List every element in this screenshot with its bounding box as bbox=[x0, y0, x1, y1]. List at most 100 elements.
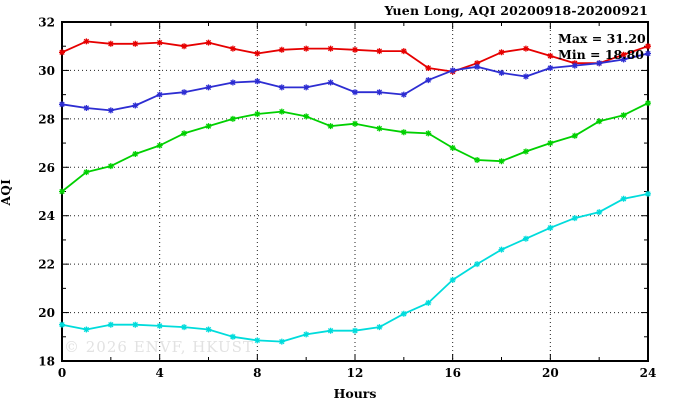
x-tick-label: 16 bbox=[444, 366, 461, 380]
red-line-marker bbox=[645, 43, 651, 50]
red-line-marker bbox=[547, 52, 554, 59]
red-line-marker bbox=[83, 38, 90, 45]
cyan-line bbox=[61, 193, 649, 343]
cyan-line-marker bbox=[352, 327, 358, 334]
blue-line-marker bbox=[132, 102, 139, 109]
x-tick-label: 4 bbox=[155, 366, 163, 380]
green-line-marker bbox=[156, 142, 163, 149]
x-tick-label: 8 bbox=[253, 366, 261, 380]
blue-line-marker bbox=[571, 62, 578, 69]
green-line-marker bbox=[400, 129, 407, 136]
cyan-line-marker bbox=[229, 333, 236, 340]
blue-line-marker bbox=[59, 101, 65, 108]
green-line-marker bbox=[352, 120, 358, 127]
cyan-line-marker bbox=[83, 326, 90, 333]
y-tick-label: 24 bbox=[38, 209, 55, 223]
cyan-line-marker bbox=[571, 215, 578, 222]
green-line-marker bbox=[303, 113, 310, 120]
blue-line-marker bbox=[254, 78, 261, 85]
cyan-line-marker bbox=[425, 299, 432, 306]
blue-line-marker bbox=[205, 84, 212, 91]
blue-line-marker bbox=[327, 79, 334, 86]
green-line-marker bbox=[620, 112, 627, 119]
cyan-line-marker bbox=[449, 276, 456, 283]
y-tick-label: 20 bbox=[38, 306, 55, 320]
watermark: © 2026 ENVF, HKUST bbox=[64, 338, 254, 356]
cyan-line-marker bbox=[327, 327, 334, 334]
cyan-line-marker bbox=[498, 246, 505, 253]
green-line-marker bbox=[474, 157, 481, 163]
y-tick-label: 32 bbox=[38, 16, 55, 30]
red-line-marker bbox=[156, 39, 163, 46]
red-line-marker bbox=[522, 45, 529, 52]
green-line-marker bbox=[107, 163, 114, 170]
y-tick-label: 28 bbox=[38, 112, 55, 126]
green-line-marker bbox=[229, 115, 236, 122]
blue-line-marker bbox=[547, 65, 554, 71]
blue-line-marker bbox=[107, 107, 114, 114]
cyan-line-marker bbox=[181, 324, 188, 331]
cyan-line-marker bbox=[278, 338, 285, 345]
red-line-marker bbox=[107, 40, 114, 47]
green-line-marker bbox=[596, 118, 603, 125]
x-tick-label: 0 bbox=[58, 366, 66, 380]
blue-line-marker bbox=[278, 84, 285, 91]
green-line-marker bbox=[327, 123, 334, 130]
green-line-marker bbox=[498, 158, 505, 165]
green-line-marker bbox=[522, 148, 529, 155]
red-line-marker bbox=[132, 40, 139, 47]
blue-line-marker bbox=[645, 50, 651, 57]
y-axis-title: AQI bbox=[0, 178, 13, 206]
cyan-line-marker bbox=[474, 261, 481, 268]
blue-line-marker bbox=[181, 89, 188, 96]
cyan-line-marker bbox=[596, 209, 603, 216]
cyan-line-marker bbox=[547, 224, 554, 231]
green-line-marker bbox=[59, 188, 65, 195]
x-tick-label: 12 bbox=[347, 366, 364, 380]
blue-line-marker bbox=[596, 60, 603, 67]
red-line-marker bbox=[254, 50, 261, 57]
green-line-marker bbox=[449, 144, 456, 151]
red-line-marker bbox=[352, 46, 358, 53]
y-tick-label: 22 bbox=[38, 258, 55, 272]
y-tick-label: 18 bbox=[38, 355, 55, 369]
cyan-line-marker bbox=[156, 322, 163, 329]
red-line-marker bbox=[181, 43, 188, 50]
red-line-marker bbox=[303, 45, 310, 52]
blue-line-marker bbox=[474, 63, 481, 70]
blue-line-marker bbox=[449, 67, 456, 74]
cyan-line-marker bbox=[522, 235, 529, 242]
red-line-marker bbox=[376, 48, 383, 55]
blue-line-marker bbox=[83, 105, 90, 111]
blue-line-marker bbox=[303, 84, 310, 91]
green-line-marker bbox=[547, 140, 554, 147]
green-line-marker bbox=[132, 151, 139, 157]
cyan-line-marker bbox=[107, 321, 114, 328]
blue-line-marker bbox=[425, 77, 432, 84]
red-line-marker bbox=[400, 48, 407, 55]
red-line-marker bbox=[425, 65, 432, 71]
blue-line-marker bbox=[400, 91, 407, 98]
blue-line-marker bbox=[498, 69, 505, 76]
blue-line-marker bbox=[229, 79, 236, 86]
green-line-marker bbox=[205, 123, 212, 130]
chart-title: Yuen Long, AQI 20200918-20200921 bbox=[384, 3, 648, 18]
red-line-marker bbox=[229, 45, 236, 52]
cyan-line-marker bbox=[59, 321, 65, 328]
green-line-marker bbox=[376, 125, 383, 132]
green-line-marker bbox=[278, 108, 285, 115]
green-line-marker bbox=[571, 132, 578, 139]
cyan-line-marker bbox=[303, 331, 310, 338]
red-line-marker bbox=[59, 49, 65, 56]
cyan-line-marker bbox=[645, 190, 651, 197]
min-label: Min = 18.80 bbox=[558, 47, 644, 62]
cyan-line-marker bbox=[376, 324, 383, 331]
green-line-marker bbox=[181, 130, 188, 137]
blue-line-marker bbox=[156, 91, 163, 98]
red-line-marker bbox=[205, 39, 212, 46]
cyan-line-marker bbox=[400, 310, 407, 317]
max-min-annotation: Max = 31.20 Min = 18.80 bbox=[558, 31, 646, 63]
green-line-marker bbox=[83, 169, 90, 176]
